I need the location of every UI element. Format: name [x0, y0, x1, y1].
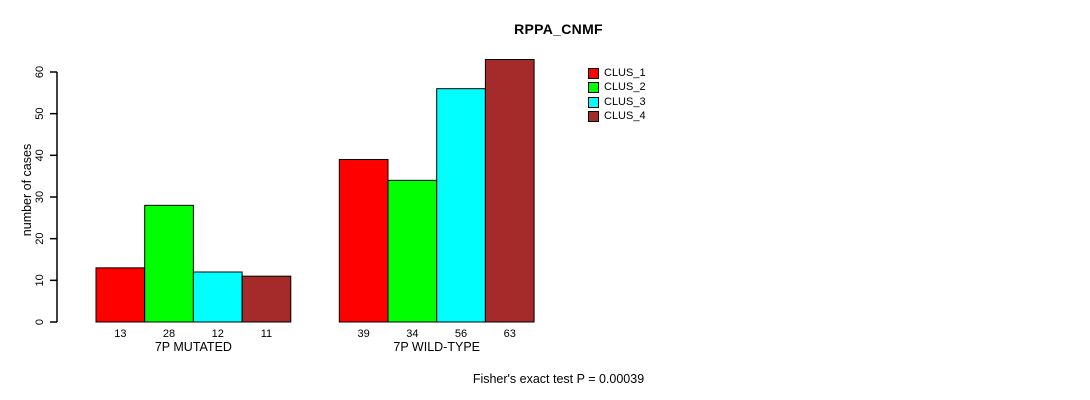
chart-title: RPPA_CNMF	[514, 21, 603, 37]
bar-clus_3-group1	[192, 271, 243, 323]
bar-value-label: 11	[261, 328, 272, 340]
y-tick-label: 60	[34, 66, 46, 78]
legend-label: CLUS_3	[604, 95, 646, 108]
bar-value-label: 56	[455, 328, 467, 340]
legend-swatch	[588, 96, 599, 108]
y-tick-label: 40	[34, 149, 46, 161]
group-label-2: 7P WILD-TYPE	[393, 340, 480, 354]
legend-item-clus_2: CLUS_2	[588, 81, 646, 96]
y-tick-label: 30	[34, 191, 46, 203]
legend-label: CLUS_2	[604, 81, 646, 94]
bar-value-label: 34	[406, 328, 418, 340]
bar-clus_2-group2	[387, 179, 438, 323]
legend: CLUS_1 CLUS_2 CLUS_3 CLUS_4	[588, 66, 646, 124]
legend-swatch	[588, 111, 599, 123]
bar-value-label: 12	[212, 328, 224, 340]
bar-value-label: 63	[504, 328, 516, 340]
legend-item-clus_4: CLUS_4	[588, 110, 646, 125]
bar-clus_4-group1	[241, 275, 292, 323]
legend-label: CLUS_1	[604, 66, 646, 79]
bar-value-label: 28	[163, 328, 175, 340]
y-tick-label: 50	[34, 108, 46, 120]
legend-swatch	[588, 82, 599, 94]
group-label-1: 7P MUTATED	[155, 340, 232, 354]
y-tick-label: 20	[34, 233, 46, 245]
legend-label: CLUS_4	[604, 110, 646, 123]
y-tick-label: 10	[34, 274, 46, 286]
bar-clus_4-group2	[484, 59, 535, 323]
legend-item-clus_1: CLUS_1	[588, 66, 646, 81]
bar-clus_1-group2	[338, 159, 389, 323]
bar-clus_3-group2	[436, 88, 486, 323]
y-tick-label: 0	[34, 319, 46, 325]
footer-stat-text: Fisher's exact test P = 0.00039	[472, 372, 645, 386]
bar-value-label: 39	[358, 328, 370, 340]
bar-clus_2-group1	[144, 204, 194, 323]
bar-value-label: 13	[114, 328, 126, 340]
legend-swatch	[588, 67, 599, 79]
bar-clus_1-group1	[95, 267, 146, 323]
legend-item-clus_3: CLUS_3	[588, 95, 646, 110]
